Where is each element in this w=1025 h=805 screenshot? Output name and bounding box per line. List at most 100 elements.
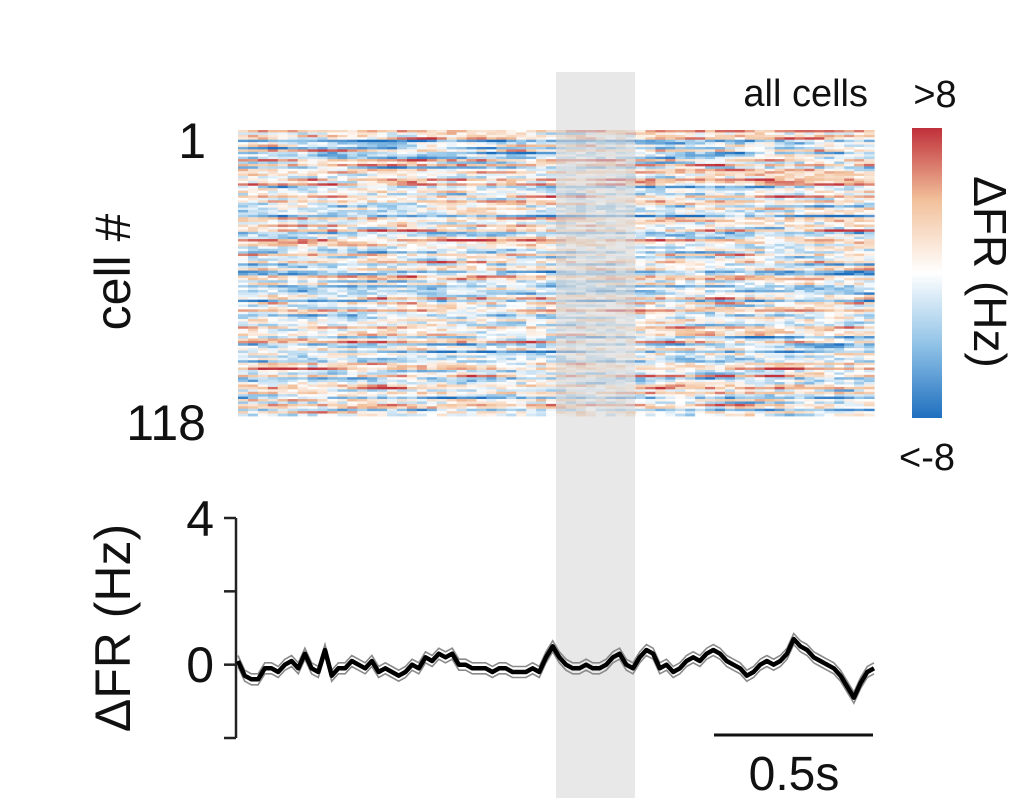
heatmap-cell (436, 200, 448, 204)
heatmap-cell (496, 268, 507, 271)
heatmap-cell (327, 297, 338, 301)
heatmap-cell (436, 241, 448, 245)
heatmap-cell (416, 275, 428, 279)
heatmap-cell (337, 142, 348, 145)
heatmap-cell (367, 214, 378, 218)
heatmap-cell (317, 277, 329, 281)
heatmap-cell (685, 171, 696, 175)
heatmap-cell (645, 275, 656, 279)
heatmap-cell (695, 229, 706, 233)
heatmap-cell (734, 176, 746, 179)
heatmap-cell (267, 263, 279, 267)
heatmap-cell (794, 299, 806, 303)
heatmap-cell (526, 176, 537, 179)
heatmap-cell (675, 251, 686, 255)
heatmap-cell (307, 200, 319, 204)
heatmap-cell (526, 214, 537, 218)
heatmap-cell (715, 234, 726, 238)
heatmap-cell (456, 234, 468, 238)
heatmap-cell (734, 260, 746, 264)
heatmap-cell (247, 195, 259, 199)
heatmap-cell (824, 205, 835, 208)
heatmap-cell (744, 241, 756, 245)
heatmap-cell (307, 195, 319, 199)
heatmap-cell (506, 309, 517, 313)
heatmap-cell (794, 289, 806, 293)
heatmap-cell (834, 163, 845, 167)
heatmap-cell (705, 294, 716, 298)
heatmap-cell (834, 130, 845, 133)
heatmap-cell (536, 185, 547, 189)
heatmap-cell (257, 256, 269, 259)
heatmap-cell (257, 260, 269, 264)
heatmap-cell (387, 202, 398, 206)
heatmap-cell (347, 287, 358, 291)
heatmap-cell (804, 253, 815, 257)
heatmap-cell (277, 280, 289, 284)
heatmap-cell (546, 214, 557, 218)
heatmap-cell (724, 171, 736, 175)
heatmap-cell (814, 207, 825, 211)
heatmap-cell (724, 253, 736, 257)
heatmap-cell (724, 302, 736, 305)
heatmap-cell (655, 263, 666, 267)
heatmap-cell (645, 185, 656, 189)
heatmap-cell (516, 159, 527, 162)
heatmap-cell (864, 270, 875, 274)
heatmap-cell (506, 142, 517, 145)
heatmap-cell (397, 178, 408, 182)
heatmap-cell (337, 304, 348, 308)
heatmap-cell (744, 311, 756, 315)
heatmap-cell (744, 180, 756, 184)
heatmap-cell (854, 183, 865, 187)
heatmap-cell (496, 144, 507, 148)
heatmap-cell (456, 168, 468, 172)
heatmap-cell (854, 263, 865, 267)
heatmap-cell (635, 130, 647, 133)
heatmap-cell (247, 246, 259, 250)
heatmap-cell (516, 316, 527, 320)
heatmap-cell (426, 282, 438, 286)
heatmap-cell (406, 309, 418, 313)
heatmap-cell (347, 166, 358, 170)
heatmap-cell (526, 273, 537, 276)
heatmap-cell (774, 263, 786, 267)
heatmap-cell (476, 156, 488, 160)
heatmap-cell (456, 248, 468, 252)
heatmap-cell (854, 231, 865, 235)
heatmap-cell (675, 292, 686, 296)
heatmap-cell (277, 282, 289, 286)
heatmap-cell (367, 173, 378, 177)
heatmap-cell (854, 282, 865, 286)
heatmap-cell (347, 248, 358, 252)
heatmap-cell (784, 224, 796, 228)
heatmap-cell (466, 275, 478, 279)
heatmap-cell (456, 176, 468, 179)
heatmap-cell (406, 176, 418, 179)
heatmap-cell (247, 214, 259, 218)
heatmap-cell (675, 171, 686, 175)
heatmap-cell (864, 219, 875, 223)
heatmap-cell (764, 139, 776, 143)
heatmap-cell (406, 229, 418, 233)
heatmap-cell (854, 292, 865, 296)
heatmap-cell (824, 239, 835, 242)
heatmap-cell (317, 292, 329, 296)
heatmap-cell (754, 314, 766, 318)
heatmap-cell (685, 207, 696, 211)
heatmap-cell (695, 277, 706, 281)
heatmap-cell (804, 246, 815, 250)
heatmap-cell (426, 188, 438, 191)
heatmap-cell (854, 287, 865, 291)
heatmap-cell (705, 229, 716, 233)
heatmap-cell (287, 239, 299, 242)
heatmap-cell (645, 202, 656, 206)
heatmap-cell (734, 292, 746, 296)
heatmap-cell (317, 289, 329, 293)
heatmap-cell (287, 171, 299, 175)
heatmap-cell (854, 222, 865, 225)
heatmap-cell (506, 273, 517, 276)
heatmap-cell (774, 268, 786, 271)
heatmap-cell (297, 146, 309, 150)
heatmap-cell (516, 171, 527, 175)
